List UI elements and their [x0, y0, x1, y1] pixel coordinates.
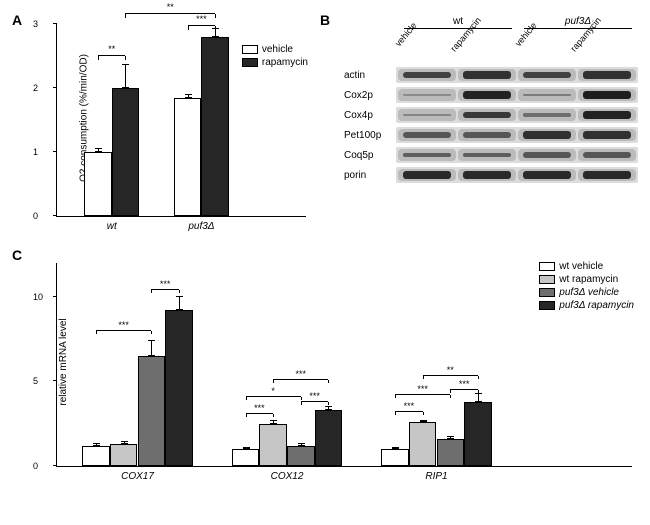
blot-row: Cox4p [344, 107, 638, 123]
panel-a: A O2 consumption (%/min/OD) 0123wtpuf3Δ*… [12, 12, 312, 237]
panel-b-label: B [320, 12, 330, 28]
legend-vehicle-label: vehicle [262, 44, 293, 55]
legend-row: wt vehicle [539, 261, 634, 272]
legend-row: puf3Δ rapamycin [539, 300, 634, 311]
legend-row: puf3Δ vehicle [539, 287, 634, 298]
blot-rows: actin Cox2p Cox4p Pet100p Coq5p porin [344, 67, 638, 183]
lane-label: rapamycin [549, 0, 617, 67]
gene-label: RIP1 [425, 471, 447, 482]
panel-a-yaxis: O2 consumption (%/min/OD) [26, 18, 56, 217]
panel-a-legend: vehicle rapamycin [242, 44, 308, 70]
panel-c-label: C [12, 247, 22, 263]
bar [287, 446, 315, 466]
panel-c-legend: wt vehicle wt rapamycin puf3Δ vehicle puf3Δ… [539, 261, 634, 313]
legend-row: wt rapamycin [539, 274, 634, 285]
bar [138, 356, 166, 466]
bar [174, 98, 201, 216]
legend-vehicle: vehicle [242, 44, 308, 55]
blot-lane-heads: vehicle rapamycin vehicle rapamycin [398, 29, 638, 67]
blot-row: Pet100p [344, 127, 638, 143]
bar [112, 88, 139, 216]
blot-row: Cox2p [344, 87, 638, 103]
legend-rapamycin: rapamycin [242, 57, 308, 68]
bar [381, 449, 409, 466]
panel-a-chart: O2 consumption (%/min/OD) 0123wtpuf3Δ***… [26, 18, 312, 237]
blot-row: Coq5p [344, 147, 638, 163]
bar [201, 37, 228, 216]
blot-row: actin [344, 67, 638, 83]
bar [82, 446, 110, 466]
bar [84, 152, 111, 216]
blot-row: porin [344, 167, 638, 183]
panel-c-chart: relative mRNA level 0510COX17******COX12… [26, 257, 638, 487]
bar [409, 422, 437, 466]
bar [232, 449, 260, 466]
lane-label: vehicle [369, 0, 437, 67]
panel-c-yaxis: relative mRNA level [26, 257, 56, 467]
legend-rapamycin-label: rapamycin [262, 57, 308, 68]
panel-b: B wt puf3Δ vehicle rapamycin vehicle rap… [320, 12, 638, 237]
lane-label: rapamycin [429, 0, 497, 67]
swatch-vehicle [242, 45, 258, 54]
bar [165, 310, 193, 466]
panel-b-blot: wt puf3Δ vehicle rapamycin vehicle rapam… [344, 16, 638, 183]
panel-a-label: A [12, 12, 22, 28]
swatch-rapamycin [242, 58, 258, 67]
bar [437, 439, 465, 466]
figure: A O2 consumption (%/min/OD) 0123wtpuf3Δ*… [12, 12, 638, 487]
gene-label: COX17 [121, 471, 154, 482]
gene-label: COX12 [271, 471, 304, 482]
bar [315, 410, 343, 466]
panel-c: C relative mRNA level 0510COX17******COX… [12, 247, 638, 487]
bar [259, 424, 287, 466]
bar [464, 402, 492, 466]
lane-label: vehicle [489, 0, 557, 67]
bar [110, 444, 138, 466]
